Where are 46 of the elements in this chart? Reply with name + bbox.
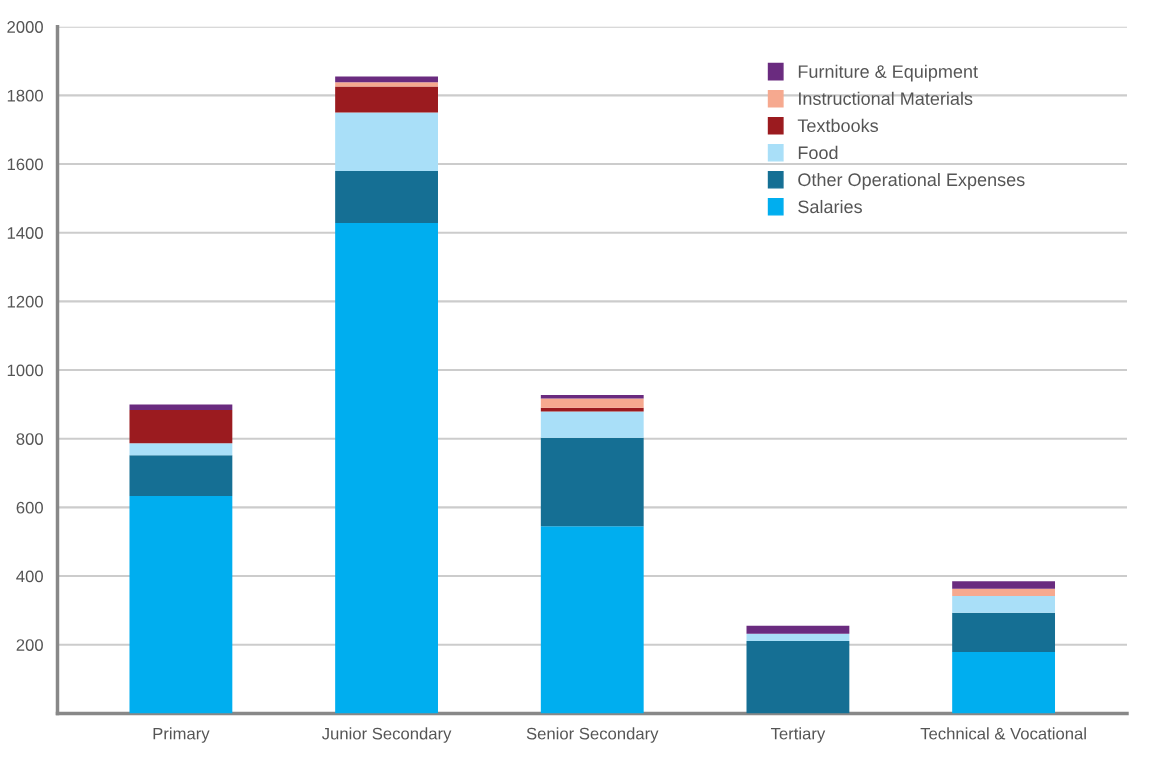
bar	[540, 407, 644, 412]
bar	[335, 170, 438, 224]
bar	[540, 526, 644, 714]
y-tick-label: 1400	[7, 227, 43, 239]
bar	[335, 82, 438, 87]
x-tick-label: Tertiary	[770, 727, 826, 743]
x-tick-label: Junior Secondary	[321, 727, 452, 743]
bar	[540, 411, 644, 438]
x-tick-label: Senior Secondary	[526, 727, 659, 743]
y-tick-label: 600	[16, 501, 43, 514]
bar	[540, 395, 644, 399]
x-tick-label: Primary	[153, 727, 210, 743]
legend-label: Salaries	[798, 199, 862, 214]
y-tick-label: 400	[16, 570, 43, 583]
bar	[952, 581, 1056, 589]
bar	[746, 633, 850, 641]
legend-label: Other Operational Expenses	[798, 172, 1025, 190]
bar	[335, 86, 438, 113]
bar	[540, 437, 644, 527]
legend-label: Instructional Materials	[799, 91, 973, 106]
bar	[746, 625, 850, 634]
bar	[952, 595, 1056, 613]
bar	[952, 651, 1056, 714]
bar	[746, 640, 850, 714]
bar	[129, 455, 233, 497]
bar	[952, 612, 1056, 652]
bar	[335, 76, 438, 83]
bar	[335, 223, 438, 714]
bar	[129, 496, 233, 714]
legend-label: Furniture & Equipment	[798, 64, 978, 82]
bar	[129, 409, 233, 444]
y-tick-label: 2000	[7, 21, 43, 33]
bar	[540, 398, 644, 408]
legend-label: Food	[798, 145, 838, 160]
x-tick-label: Technical & Vocational	[920, 727, 1086, 740]
bar	[129, 404, 233, 410]
y-tick-label: 1000	[7, 364, 43, 377]
bar	[129, 443, 233, 456]
y-tick-label: 800	[16, 433, 43, 445]
y-tick-label: 1200	[7, 295, 43, 308]
y-tick-label: 1600	[7, 158, 43, 171]
legend-label: Textbooks	[797, 118, 879, 133]
bar	[952, 588, 1056, 596]
y-tick-label: 1800	[7, 89, 43, 102]
y-tick-label: 200	[16, 639, 43, 651]
bar	[335, 112, 438, 171]
